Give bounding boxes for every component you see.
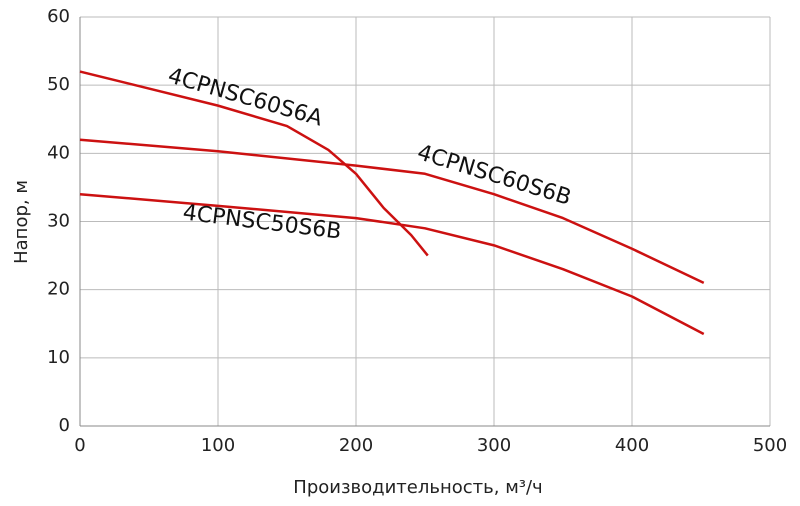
y-tick-label: 60 bbox=[47, 6, 70, 27]
y-axis-label: Напор, м bbox=[11, 180, 32, 264]
x-tick-label: 400 bbox=[615, 435, 649, 456]
y-tick-label: 10 bbox=[47, 347, 70, 368]
x-tick-label: 500 bbox=[753, 435, 787, 456]
series-label: 4CPNSC50S6B bbox=[181, 200, 342, 244]
y-tick-label: 30 bbox=[47, 211, 70, 232]
y-tick-label: 50 bbox=[47, 74, 70, 95]
y-tick-label: 20 bbox=[47, 279, 70, 300]
series-line bbox=[79, 192, 705, 336]
y-tick-label: 40 bbox=[47, 142, 70, 163]
x-axis-label: Производительность, м³/ч bbox=[293, 477, 542, 498]
plot-area: 0 10 20 30 40 50 60 0 100 200 300 400 500 bbox=[47, 6, 787, 456]
series-line bbox=[79, 138, 705, 284]
y-tick-label: 0 bbox=[59, 415, 70, 436]
x-tick-label: 0 bbox=[74, 435, 85, 456]
x-tick-label: 200 bbox=[339, 435, 373, 456]
x-tick-label: 300 bbox=[477, 435, 511, 456]
x-tick-label: 100 bbox=[201, 435, 235, 456]
